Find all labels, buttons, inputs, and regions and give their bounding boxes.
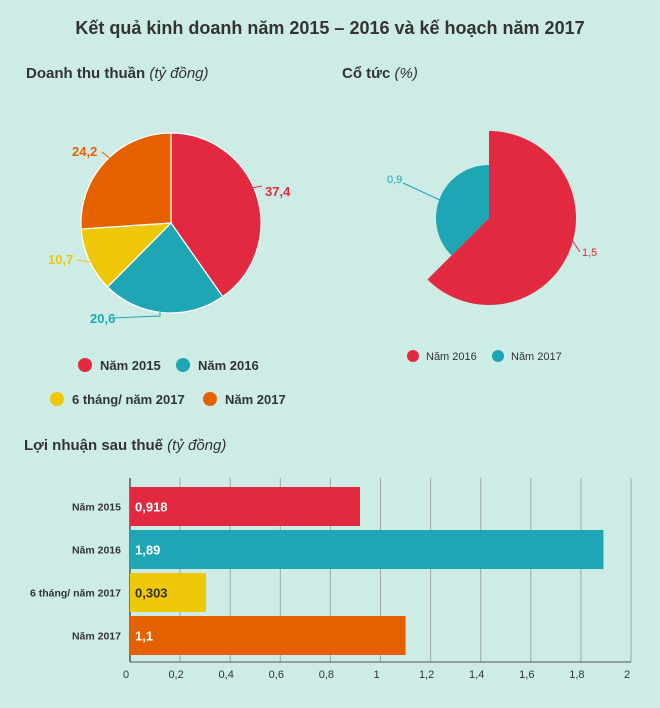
revenue-value-label-2: 20,6 bbox=[90, 311, 115, 326]
dividend-slice-1 bbox=[427, 131, 576, 305]
dividend-leader-line-1 bbox=[571, 239, 581, 253]
dividend-value-label-1: 1,5 bbox=[582, 247, 597, 259]
revenue-slice-4 bbox=[80, 132, 172, 230]
profit-value-label-3: 0,303 bbox=[135, 586, 168, 601]
profit-unit: (tỷ đồng) bbox=[167, 437, 227, 454]
profit-bar-1 bbox=[130, 487, 360, 526]
revenue-value-label-4: 24,2 bbox=[72, 144, 97, 159]
dividend-leader-line-2 bbox=[402, 182, 441, 201]
profit-category-label-2: Năm 2016 bbox=[72, 545, 121, 557]
legend-label: 6 tháng/ năm 2017 bbox=[72, 392, 185, 407]
dividend-title-text: Cổ tức bbox=[342, 65, 391, 82]
x-tick-label-4: 0,8 bbox=[319, 669, 334, 681]
x-tick-label-6: 1,2 bbox=[419, 669, 434, 681]
x-tick-label-0: 0 bbox=[123, 669, 129, 681]
dividend-chart-title: Cổ tức (%) bbox=[342, 65, 418, 82]
x-tick-label-10: 2 bbox=[624, 669, 630, 681]
revenue-unit: (tỷ đồng) bbox=[149, 65, 209, 82]
x-tick-label-1: 0,2 bbox=[168, 669, 183, 681]
page-title: Kết quả kinh doanh năm 2015 – 2016 và kế… bbox=[75, 18, 585, 38]
legend-dot bbox=[203, 392, 217, 406]
profit-value-label-4: 1,1 bbox=[135, 629, 153, 644]
revenue-leader-line-3 bbox=[76, 259, 91, 263]
x-tick-label-9: 1,8 bbox=[569, 669, 584, 681]
legend-label: Năm 2016 bbox=[198, 358, 259, 373]
profit-value-label-2: 1,89 bbox=[135, 543, 160, 558]
legend-label: Năm 2017 bbox=[225, 392, 286, 407]
legend-label: Năm 2017 bbox=[511, 351, 562, 363]
revenue-slice-1 bbox=[170, 132, 262, 298]
profit-chart-title: Lợi nhuận sau thuế (tỷ đồng) bbox=[24, 437, 226, 454]
dividend-value-label-2: 0,9 bbox=[387, 174, 402, 186]
revenue-legend-item-4: Năm 2017 bbox=[203, 392, 286, 407]
revenue-chart-title: Doanh thu thuần (tỷ đồng) bbox=[26, 65, 209, 82]
x-tick-label-5: 1 bbox=[373, 669, 379, 681]
revenue-value-label-3: 10,7 bbox=[48, 252, 73, 267]
legend-dot bbox=[492, 350, 504, 362]
profit-bar-4 bbox=[130, 616, 406, 655]
revenue-value-label-1: 37,4 bbox=[265, 184, 291, 199]
revenue-leader-line-1 bbox=[251, 185, 263, 189]
dividend-unit: (%) bbox=[394, 65, 418, 82]
profit-value-label-1: 0,918 bbox=[135, 500, 168, 515]
dividend-slice-2 bbox=[435, 164, 489, 256]
legend-label: Năm 2015 bbox=[100, 358, 161, 373]
legend-dot bbox=[78, 358, 92, 372]
revenue-slice-2 bbox=[106, 222, 224, 314]
revenue-legend-item-2: Năm 2016 bbox=[176, 358, 259, 373]
revenue-legend-item-1: Năm 2015 bbox=[78, 358, 161, 373]
x-tick-label-7: 1,4 bbox=[469, 669, 484, 681]
profit-bar-3 bbox=[130, 573, 206, 612]
revenue-slice-3 bbox=[80, 222, 173, 288]
dividend-legend-item-1: Năm 2016 bbox=[407, 350, 477, 363]
revenue-legend-item-3: 6 tháng/ năm 2017 bbox=[50, 392, 185, 407]
profit-category-label-4: Năm 2017 bbox=[72, 631, 121, 643]
legend-dot bbox=[50, 392, 64, 406]
profit-category-label-3: 6 tháng/ năm 2017 bbox=[30, 588, 121, 600]
legend-label: Năm 2016 bbox=[426, 351, 477, 363]
dividend-legend-item-2: Năm 2017 bbox=[492, 350, 562, 363]
revenue-leader-line-2 bbox=[111, 304, 161, 319]
profit-category-label-1: Năm 2015 bbox=[72, 502, 121, 514]
legend-dot bbox=[407, 350, 419, 362]
legend-dot bbox=[176, 358, 190, 372]
x-tick-label-3: 0,6 bbox=[269, 669, 284, 681]
x-tick-label-2: 0,4 bbox=[219, 669, 234, 681]
x-tick-label-8: 1,6 bbox=[519, 669, 534, 681]
revenue-title-text: Doanh thu thuần bbox=[26, 65, 146, 82]
profit-bar-2 bbox=[130, 530, 604, 569]
profit-title-text: Lợi nhuận sau thuế bbox=[24, 437, 163, 454]
revenue-leader-line-4 bbox=[101, 151, 113, 161]
